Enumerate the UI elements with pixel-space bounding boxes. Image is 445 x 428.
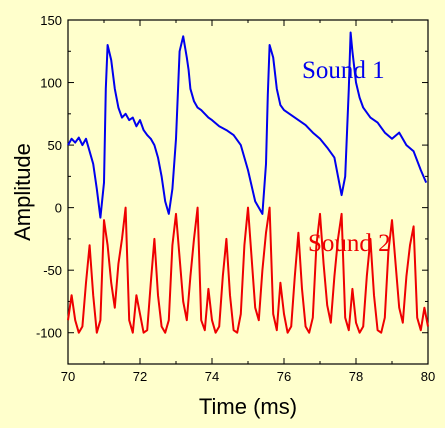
x-axis-title: Time (ms) — [199, 394, 297, 419]
x-tick-label: 80 — [421, 369, 435, 384]
x-tick-label: 72 — [133, 369, 147, 384]
x-tick-label: 78 — [349, 369, 363, 384]
x-tick-label: 74 — [205, 369, 219, 384]
axis-ticks: 70 72 74 76 78 80 -100 -50 0 50 100 150 — [36, 13, 435, 384]
y-tick-label: 0 — [55, 201, 62, 216]
series-line-2 — [67, 206, 429, 334]
y-tick-label: 150 — [40, 13, 62, 28]
series-line-1 — [67, 31, 428, 219]
series-lines — [67, 31, 429, 334]
x-tick-label: 76 — [277, 369, 291, 384]
y-axis-title: Amplitude — [10, 143, 35, 241]
series-label-sound-2: Sound 2 — [308, 230, 391, 257]
x-tick-label: 70 — [61, 369, 75, 384]
y-tick-label: -100 — [36, 326, 62, 341]
y-tick-label: 50 — [48, 138, 62, 153]
series-label-sound-1: Sound 1 — [302, 57, 385, 84]
y-tick-label: 100 — [40, 76, 62, 91]
y-tick-label: -50 — [43, 263, 62, 278]
